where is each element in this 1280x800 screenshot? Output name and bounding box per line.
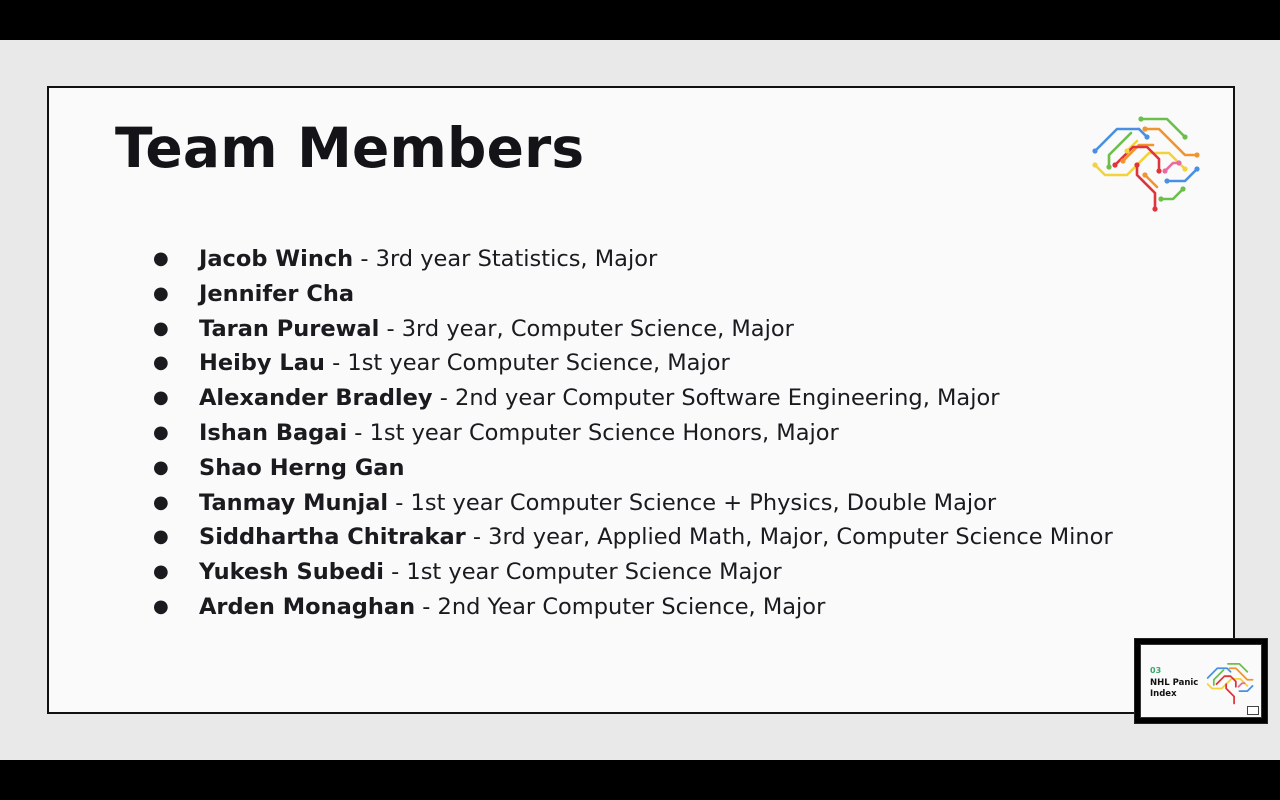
slide-title: Team Members [115, 116, 585, 180]
member-name: Siddhartha Chitrakar [199, 524, 466, 551]
bullet: ● [153, 352, 169, 374]
member-name: Shao Herng Gan [199, 454, 405, 481]
thumbnail-title: NHL Panic Index [1150, 678, 1199, 699]
list-item: ● Alexander Bradley - 2nd year Computer S… [149, 381, 1149, 416]
bullet: ● [153, 491, 169, 513]
member-name: Yukesh Subedi [199, 559, 384, 586]
thumbnail-preview: 03 NHL Panic Index [1140, 644, 1262, 718]
member-detail: - 1st year Computer Science + Physics, D… [388, 489, 997, 516]
bottom-letterbox [0, 760, 1280, 800]
bullet: ● [153, 526, 169, 548]
member-detail: - 3rd year Statistics, Major [353, 246, 658, 272]
bullet: ● [153, 387, 169, 409]
member-name: Jacob Winch [199, 246, 354, 272]
member-name: Arden Monaghan [199, 593, 416, 620]
member-name: Tanmay Munjal [199, 489, 389, 516]
list-item: ● Tanmay Munjal - 1st year Computer Scien… [149, 486, 1149, 521]
list-item: ● Siddhartha Chitrakar - 3rd year, Applie… [149, 520, 1149, 555]
member-detail: - 3rd year, Computer Science, Major [379, 315, 794, 342]
bullet: ● [153, 561, 169, 583]
member-name: Alexander Bradley [199, 385, 433, 412]
list-item: ● Shao Herng Gan [149, 451, 1149, 486]
member-detail: - 1st year Computer Science Honors, Majo… [347, 419, 839, 446]
team-member-list: ● Jacob Winch - 3rd year Statistics, Majo… [149, 242, 1149, 625]
member-detail: - 1st year Computer Science Major [383, 559, 782, 586]
member-detail: - 2nd Year Computer Science, Major [415, 593, 826, 620]
bullet: ● [153, 248, 169, 269]
list-item: ● Ishan Bagai - 1st year Computer Science… [149, 416, 1149, 451]
member-name: Jennifer Cha [199, 280, 355, 307]
bullet: ● [153, 421, 169, 443]
thumbnail-slide-number: 03 [1150, 666, 1162, 675]
member-detail: - 3rd year, Applied Math, Major, Compute… [465, 524, 1113, 551]
list-item: ● Jacob Winch - 3rd year Statistics, Majo… [149, 242, 1149, 277]
member-name: Heiby Lau [199, 350, 325, 377]
list-item: ● Heiby Lau - 1st year Computer Science, … [149, 346, 1149, 381]
bullet: ● [153, 317, 169, 339]
list-item: ● Jennifer Cha [149, 277, 1149, 312]
list-item: ● Taran Purewal - 3rd year, Computer Scie… [149, 312, 1149, 347]
circuit-brain-icon [1092, 116, 1200, 212]
bullet: ● [153, 595, 169, 617]
list-item: ● Yukesh Subedi - 1st year Computer Scien… [149, 555, 1149, 590]
bullet: ● [153, 456, 169, 478]
list-item: ● Arden Monaghan - 2nd Year Computer Scie… [149, 590, 1149, 625]
presentation-stage: Team Members [0, 40, 1280, 760]
member-detail: - 2nd year Computer Software Engineering… [432, 385, 1000, 412]
top-letterbox [0, 0, 1280, 40]
circuit-brain-icon [1206, 662, 1254, 705]
slide: Team Members [47, 86, 1235, 714]
member-name: Taran Purewal [199, 315, 380, 342]
member-detail: - 1st year Computer Science, Major [324, 350, 730, 377]
bullet: ● [153, 282, 169, 304]
member-name: Ishan Bagai [199, 419, 348, 446]
next-slide-thumbnail[interactable]: 03 NHL Panic Index [1134, 638, 1268, 724]
screen-icon [1247, 706, 1259, 715]
